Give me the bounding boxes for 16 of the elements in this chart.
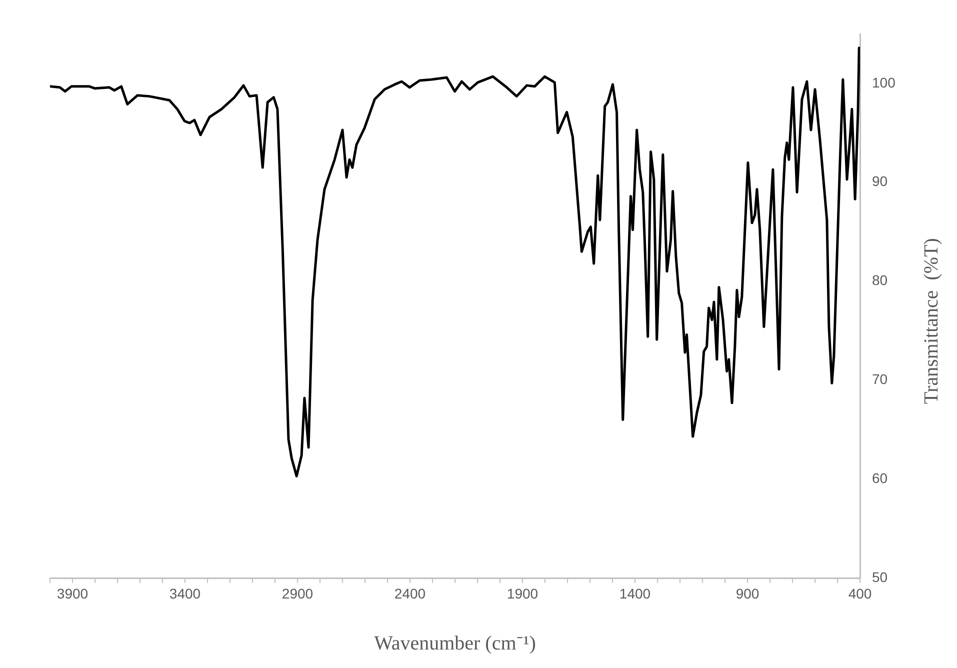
- x-tick-label: 900: [736, 585, 760, 602]
- y-axis-title: Transmittance (%T): [920, 238, 942, 404]
- x-tick-label: 3900: [56, 585, 88, 602]
- y-tick-label: 70: [872, 371, 888, 388]
- y-tick-label: 60: [872, 470, 888, 486]
- x-axis-title: Wavenumber (cm⁻¹): [374, 632, 536, 654]
- y-tick-label: 100: [872, 74, 896, 90]
- x-tick-label: 3400: [169, 585, 201, 602]
- x-tick-label: 2400: [394, 585, 426, 602]
- y-tick-label: 50: [872, 568, 888, 585]
- y-tick-label: 90: [872, 173, 888, 190]
- x-tick-label: 2900: [282, 585, 314, 602]
- x-tick-label: 1900: [506, 585, 538, 602]
- x-tick-label: 400: [848, 585, 872, 602]
- y-tick-label: 80: [872, 272, 888, 288]
- x-tick-label: 1400: [619, 585, 651, 602]
